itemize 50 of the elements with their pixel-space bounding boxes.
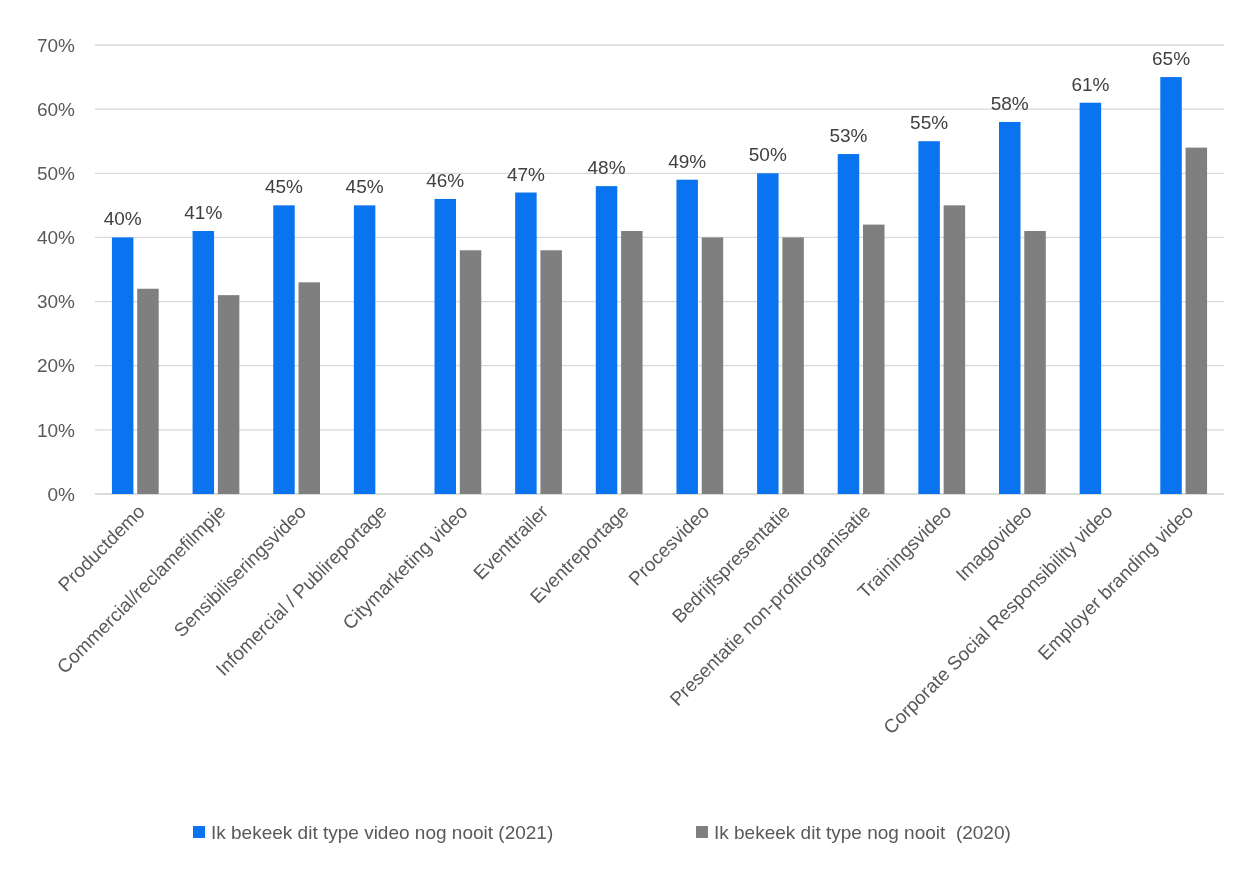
bar [1079,102,1102,494]
data-label: 65% [1152,48,1191,70]
bar [943,205,966,494]
data-label: 46% [426,169,465,191]
bar [298,282,320,494]
legend-label: Ik bekeek dit type video nog nooit (2021) [211,821,554,843]
data-label: 61% [1071,73,1110,95]
data-label: 47% [506,163,546,185]
bar [676,179,698,494]
data-label: 45% [264,176,304,198]
y-tick-label: 40% [36,227,76,249]
bar [217,295,240,494]
data-label: 49% [668,150,707,172]
y-tick-label: 70% [36,34,76,56]
bar [515,192,537,494]
y-tick-label: 30% [36,291,76,313]
data-label: 45% [345,176,384,198]
bar [918,141,940,494]
bar [540,250,562,494]
legend-label: Ik bekeek dit type nog nooit (2020) [714,821,1011,843]
y-tick-label: 60% [36,98,76,120]
bar [1160,77,1182,494]
bar [837,154,860,494]
data-label: 50% [748,144,787,166]
bar [1024,231,1046,494]
bar [273,205,295,494]
bar [111,237,134,494]
data-label: 40% [103,208,142,230]
bar [621,231,643,494]
data-label: 53% [829,125,868,147]
bar [459,250,482,494]
y-tick-label: 10% [36,419,76,441]
bar [434,198,456,494]
bar [137,288,159,494]
bar [595,186,618,494]
data-label: 55% [910,112,949,134]
data-label: 48% [587,157,626,179]
data-label: 58% [990,92,1029,114]
bar [1185,147,1208,494]
bar [701,237,724,494]
y-tick-label: 0% [47,483,76,505]
bar [757,173,779,494]
y-tick-label: 50% [36,162,76,184]
data-label: 41% [184,202,223,224]
bar [192,231,215,494]
y-tick-label: 20% [36,355,76,377]
bar [863,224,885,494]
bar [353,205,376,494]
bar [999,121,1021,494]
bar [782,237,804,494]
